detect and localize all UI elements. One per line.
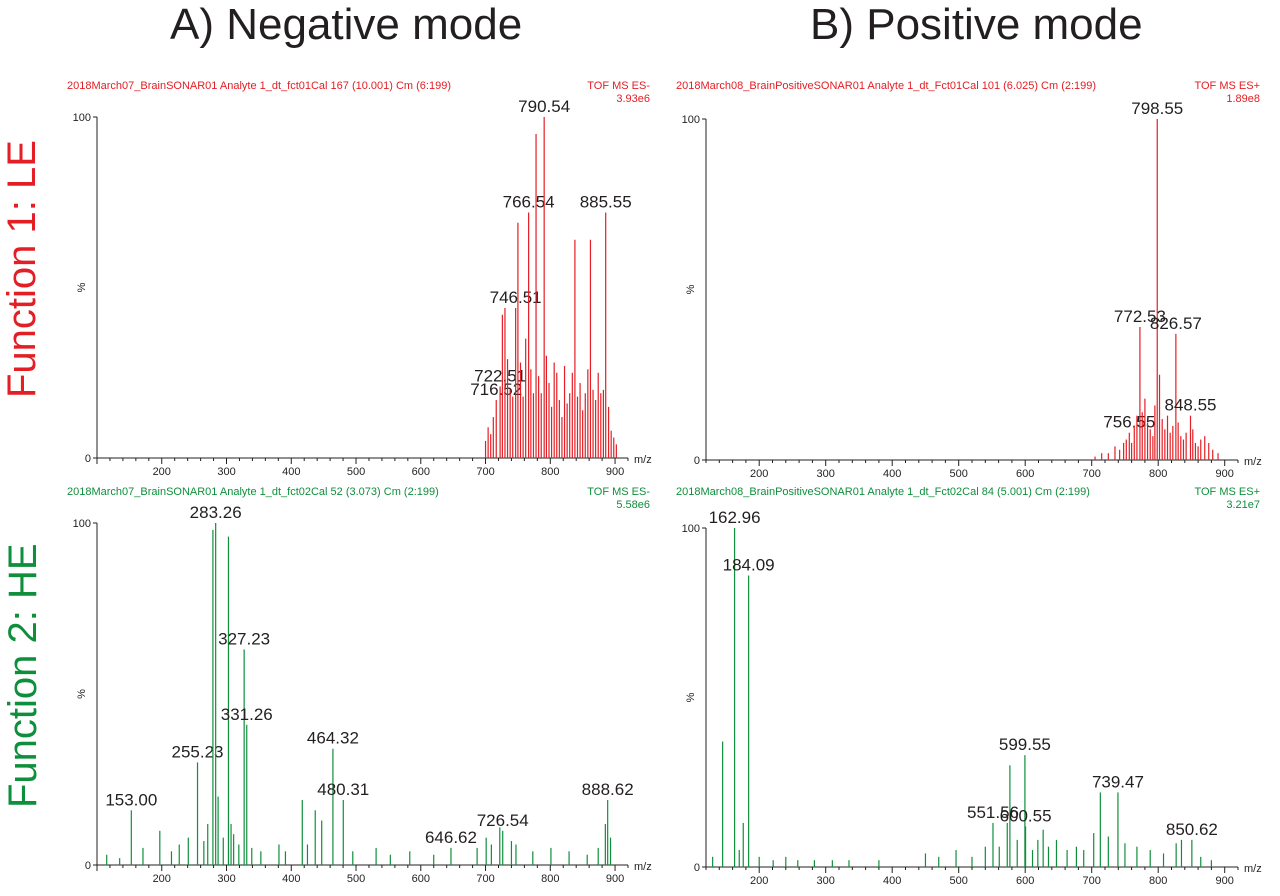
panel-positive-le-y-tick-label: 100 xyxy=(682,114,700,126)
panel-negative-he-x-tick-label: 900 xyxy=(606,873,624,885)
panel-positive-he-x-tick-label: 500 xyxy=(950,875,968,887)
panel-negative-le-peak-label: 722.51 xyxy=(474,366,526,385)
panel-negative-he-x-axis-label: m/z xyxy=(634,861,652,873)
panel-positive-le-x-axis-label: m/z xyxy=(1244,456,1262,468)
panel-negative-le-x-tick-label: 400 xyxy=(282,466,300,478)
panel-negative-he-title: 2018March07_BrainSONAR01 Analyte 1_dt_fc… xyxy=(67,486,439,498)
panel-positive-he-x-tick-label: 800 xyxy=(1149,875,1167,887)
panel-positive-le-mode: TOF MS ES+ xyxy=(1194,80,1260,92)
panel-positive-he-x-tick-label: 200 xyxy=(750,875,768,887)
panel-positive-he-title: 2018March08_BrainPositiveSONAR01 Analyte… xyxy=(676,486,1090,498)
panel-positive-he-x-tick-label: 700 xyxy=(1083,875,1101,887)
panel-positive-he-peak-label: 551.56 xyxy=(967,803,1019,822)
panel-negative-he-peak-label: 255.23 xyxy=(172,742,224,761)
panel-positive-he-peak-label: 599.55 xyxy=(999,735,1051,754)
panel-negative-le-y-tick-label: 0 xyxy=(85,453,91,465)
panel-negative-he-peak-label: 331.26 xyxy=(221,705,273,724)
panel-positive-he-x-axis-label: m/z xyxy=(1244,863,1262,875)
panel-negative-le-mode: TOF MS ES- xyxy=(587,80,650,92)
panel-positive-he-x-tick-label: 900 xyxy=(1216,875,1234,887)
panel-negative-le-x-tick-label: 200 xyxy=(153,466,171,478)
panel-negative-le-x-tick-label: 700 xyxy=(476,466,494,478)
panel-negative-le-peak-label: 716.52 xyxy=(470,380,522,399)
panel-negative-he-y-tick-label: 100 xyxy=(73,518,91,530)
panel-negative-he-peak-label: 480.31 xyxy=(317,780,369,799)
panel-positive-le-x-tick-label: 400 xyxy=(883,468,901,480)
panel-positive-he-peak-label: 600.55 xyxy=(1000,806,1052,825)
panel-negative-he-y-axis-label: % xyxy=(76,689,88,699)
panel-negative-le-peak-label: 885.55 xyxy=(580,192,632,211)
panel-positive-le-y-tick-label: 0 xyxy=(694,455,700,467)
panel-negative-he-x-tick-label: 700 xyxy=(476,873,494,885)
panel-positive-he-y-tick-label: 100 xyxy=(682,523,700,535)
panel-positive-he-intensity: 3.21e7 xyxy=(1226,499,1260,511)
panel-negative-le-y-axis-label: % xyxy=(76,282,88,292)
panel-positive-le-y-axis-label: % xyxy=(685,284,697,294)
panel-negative-le-title: 2018March07_BrainSONAR01 Analyte 1_dt_fc… xyxy=(67,80,451,92)
panel-negative-le-peak-label: 766.54 xyxy=(503,192,555,211)
panel-negative-he-peak-label: 327.23 xyxy=(218,630,270,649)
panel-positive-he-peak-label: 739.47 xyxy=(1092,772,1144,791)
panel-positive-he-x-tick-label: 600 xyxy=(1016,875,1034,887)
panel-negative-le-y-tick-label: 100 xyxy=(73,112,91,124)
panel-positive-le-x-tick-label: 600 xyxy=(1016,468,1034,480)
panel-positive-le-peak-label: 826.57 xyxy=(1150,314,1202,333)
panel-negative-le-x-axis-label: m/z xyxy=(634,454,652,466)
panel-positive-he-mode: TOF MS ES+ xyxy=(1194,486,1260,498)
panel-positive-le-peak-label: 848.55 xyxy=(1164,396,1216,415)
panel-negative-le-x-tick-label: 300 xyxy=(217,466,235,478)
panel-negative-le-intensity: 3.93e6 xyxy=(616,93,650,105)
panel-negative-he-peak-label: 283.26 xyxy=(190,503,242,522)
panel-negative-le-x-tick-label: 800 xyxy=(541,466,559,478)
panel-negative-he-x-tick-label: 500 xyxy=(347,873,365,885)
panel-positive-le-x-tick-label: 300 xyxy=(817,468,835,480)
panel-positive-le-intensity: 1.89e8 xyxy=(1226,93,1260,105)
panel-negative-le-x-tick-label: 600 xyxy=(412,466,430,478)
panel-positive-he-x-tick-label: 300 xyxy=(817,875,835,887)
panel-negative-he-peak-label: 888.62 xyxy=(582,780,634,799)
panel-positive-he-y-axis-label: % xyxy=(685,692,697,702)
panel-negative-he-peak-label: 153.00 xyxy=(105,790,157,809)
column-title-negative-mode: A) Negative mode xyxy=(170,0,523,49)
column-title-positive-mode: B) Positive mode xyxy=(810,0,1143,49)
panel-positive-he-peak-label: 850.62 xyxy=(1166,820,1218,839)
panel-negative-he-x-tick-label: 800 xyxy=(541,873,559,885)
panel-negative-he-peak-label: 464.32 xyxy=(307,729,359,748)
panel-negative-he-x-tick-label: 400 xyxy=(282,873,300,885)
panel-positive-he-peak-label: 162.96 xyxy=(709,508,761,527)
panel-negative-he-intensity: 5.58e6 xyxy=(616,499,650,511)
panel-positive-le-x-tick-label: 700 xyxy=(1083,468,1101,480)
panel-positive-he-x-tick-label: 400 xyxy=(883,875,901,887)
panel-positive-he-y-tick-label: 0 xyxy=(694,862,700,874)
panel-negative-he-x-tick-label: 200 xyxy=(153,873,171,885)
panel-negative-he-y-tick-label: 0 xyxy=(85,860,91,872)
panel-positive-le-x-tick-label: 500 xyxy=(950,468,968,480)
panel-positive-he-peak-label: 184.09 xyxy=(723,555,775,574)
panel-positive-le-peak-label: 772.53 xyxy=(1114,307,1166,326)
panel-negative-le-x-tick-label: 500 xyxy=(347,466,365,478)
panel-positive-le-x-tick-label: 800 xyxy=(1149,468,1167,480)
panel-negative-le-x-tick-label: 900 xyxy=(606,466,624,478)
panel-positive-le-title: 2018March08_BrainPositiveSONAR01 Analyte… xyxy=(676,80,1096,92)
panel-negative-he-peak-label: 646.62 xyxy=(425,828,477,847)
panel-positive-le-peak-label: 798.55 xyxy=(1131,99,1183,118)
panel-negative-le-peak-label: 746.51 xyxy=(490,288,542,307)
panel-negative-he-peak-label: 726.54 xyxy=(477,811,529,830)
panel-positive-le-x-tick-label: 200 xyxy=(750,468,768,480)
panel-negative-he-x-tick-label: 300 xyxy=(217,873,235,885)
panel-positive-le-x-tick-label: 900 xyxy=(1216,468,1234,480)
panel-negative-he-mode: TOF MS ES- xyxy=(587,486,650,498)
panel-negative-he-x-tick-label: 600 xyxy=(412,873,430,885)
panel-negative-le-peak-label: 790.54 xyxy=(518,97,570,116)
